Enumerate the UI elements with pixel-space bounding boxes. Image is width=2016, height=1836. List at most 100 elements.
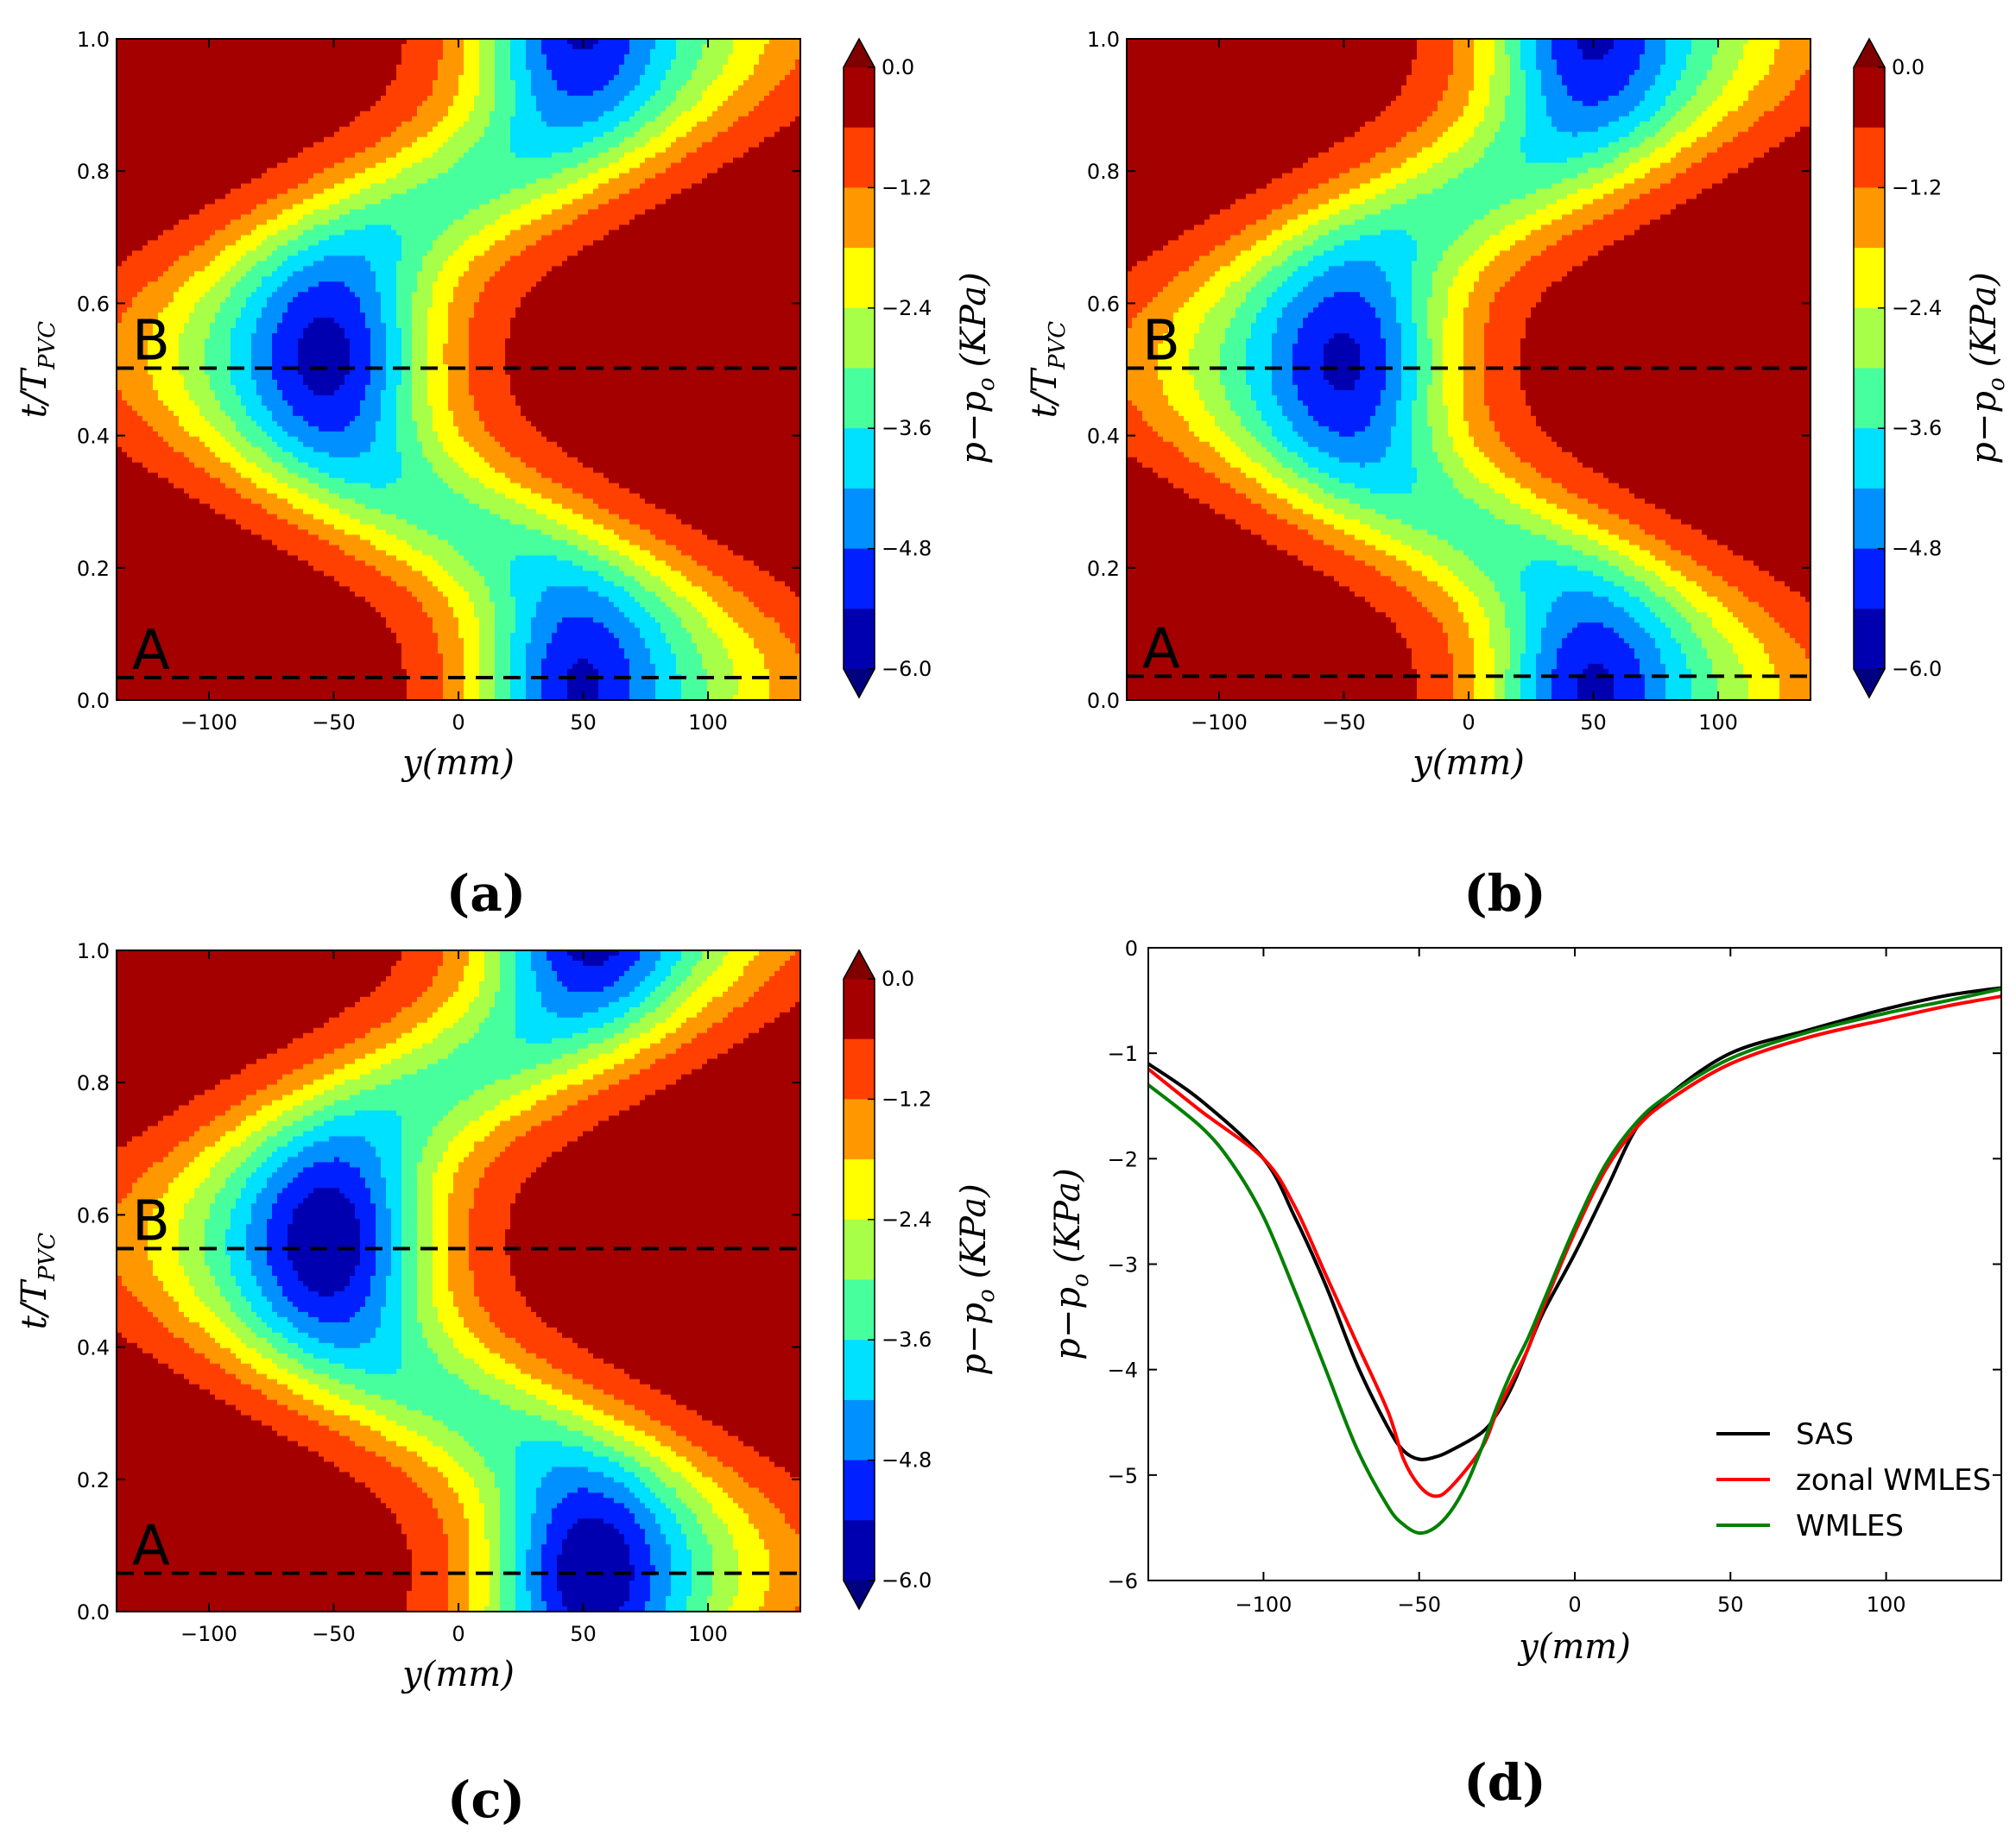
contour-cell xyxy=(453,219,496,226)
contour-cell xyxy=(660,110,682,117)
contour-cell xyxy=(774,576,800,582)
contour-cell xyxy=(557,519,594,526)
contour-cell xyxy=(350,1281,371,1287)
contour-cell xyxy=(1463,344,1485,350)
contour-cell xyxy=(1318,204,1350,211)
contour-cell xyxy=(521,250,578,256)
contour-cell xyxy=(433,617,459,623)
contour-cell xyxy=(510,1115,553,1122)
contour-cell xyxy=(168,302,195,308)
contour-cell xyxy=(376,420,397,427)
contour-cell xyxy=(1717,43,1744,50)
contour-cell xyxy=(1225,431,1252,438)
contour-cell xyxy=(1401,90,1444,97)
contour-cell xyxy=(1453,441,1475,448)
contour-cell xyxy=(547,1322,800,1328)
contour-cell xyxy=(401,245,433,251)
contour-cell xyxy=(1520,576,1604,582)
contour-cell xyxy=(158,1203,185,1209)
contour-cell xyxy=(262,312,283,319)
contour-cell xyxy=(360,1306,382,1313)
contour-cell xyxy=(510,39,527,45)
contour-cell xyxy=(251,441,278,448)
contour-cell xyxy=(1774,59,1811,66)
contour-cell xyxy=(117,1229,149,1235)
contour-cell xyxy=(163,1193,195,1199)
contour-cell xyxy=(1712,617,1739,623)
colorbar-segment xyxy=(1854,428,1885,489)
contour-cell xyxy=(609,178,646,185)
contour-cell xyxy=(256,323,278,329)
contour-cell xyxy=(541,991,630,998)
contour-cell xyxy=(707,591,744,597)
contour-cell xyxy=(324,256,366,262)
contour-cell xyxy=(396,514,501,521)
contour-cell xyxy=(1520,581,1615,587)
contour-cell xyxy=(609,1001,641,1008)
contour-cell xyxy=(1204,400,1231,407)
contour-cell xyxy=(604,960,635,967)
contour-cell xyxy=(676,664,703,670)
contour-cell xyxy=(1220,477,1257,484)
contour-cell xyxy=(1546,105,1635,112)
contour-cell xyxy=(1634,493,1811,500)
contour-cell xyxy=(117,1327,169,1334)
contour-cell xyxy=(288,307,361,313)
contour-cell xyxy=(1241,276,1262,282)
contour-cell xyxy=(365,256,402,262)
contour-cell xyxy=(1665,690,1692,696)
contour-cell xyxy=(1127,384,1164,391)
contour-cell xyxy=(1650,152,1677,159)
contour-cell xyxy=(117,1105,180,1112)
contour-cell xyxy=(1526,100,1547,107)
contour-cell xyxy=(401,1214,418,1220)
contour-cell xyxy=(671,643,698,649)
contour-cell xyxy=(510,116,542,123)
contour-cell xyxy=(578,162,610,169)
contour-cell xyxy=(210,1214,231,1220)
contour-cell xyxy=(1375,405,1397,412)
contour-cell xyxy=(1655,110,1677,117)
contour-cell xyxy=(272,292,299,298)
contour-cell xyxy=(1650,219,1811,226)
contour-cell xyxy=(236,467,262,474)
contour-cell xyxy=(1334,576,1392,582)
contour-cell xyxy=(1691,48,1718,55)
contour-cell xyxy=(469,950,485,956)
contour-cell xyxy=(754,64,796,71)
contour-cell xyxy=(1448,178,1563,185)
contour-cell xyxy=(1458,266,1485,272)
contour-cell xyxy=(1510,638,1526,644)
contour-cell xyxy=(515,596,542,603)
contour-cell xyxy=(1629,74,1656,81)
contour-cell xyxy=(1432,188,1537,195)
contour-cell xyxy=(733,39,770,45)
contour-cell xyxy=(433,1183,454,1189)
contour-cell xyxy=(676,95,703,102)
contour-cell xyxy=(319,240,402,246)
contour-field xyxy=(1127,39,1811,700)
contour-cell xyxy=(448,1224,470,1230)
contour-cell xyxy=(458,1131,490,1138)
contour-cell xyxy=(593,1126,800,1133)
contour-cell xyxy=(179,1172,211,1178)
contour-cell xyxy=(433,426,459,432)
contour-cell xyxy=(1469,633,1490,639)
contour-cell xyxy=(1127,602,1371,608)
contour-cell xyxy=(572,508,610,515)
contour-cell xyxy=(1412,591,1449,597)
contour-cell xyxy=(1458,173,1578,180)
contour-cell xyxy=(1422,602,1459,608)
contour-cell xyxy=(158,389,190,396)
contour-cell xyxy=(282,1290,319,1297)
contour-cell xyxy=(1588,498,1646,505)
contour-cell xyxy=(1386,359,1402,365)
contour-cell xyxy=(386,1183,402,1189)
contour-cell xyxy=(1691,142,1723,148)
contour-cell xyxy=(127,256,180,262)
contour-cell xyxy=(1707,648,1734,654)
contour-panel-c: AB−100 −50 0 50 1000.00.20.40.60.81.0y(mm)t/… xyxy=(15,939,801,1829)
contour-cell xyxy=(619,69,646,76)
contour-cell xyxy=(288,256,325,262)
contour-cell xyxy=(117,374,154,381)
